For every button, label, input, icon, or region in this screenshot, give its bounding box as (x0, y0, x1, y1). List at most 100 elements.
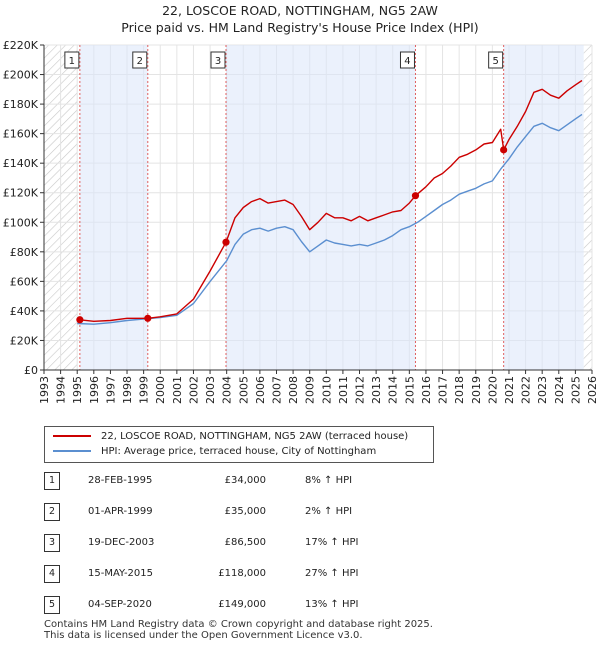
sale-number-label: 1 (69, 56, 75, 67)
sale-number-box (399, 51, 415, 69)
y-tick-label: £160K (3, 128, 39, 141)
footer: Contains HM Land Registry data © Crown c… (44, 619, 433, 641)
x-tick-label: 2005 (237, 376, 250, 404)
hatch-region-end (583, 45, 592, 370)
sale-point (76, 316, 84, 324)
sale-number: 1 (44, 472, 60, 490)
sale-number-box (132, 51, 148, 69)
sale-hpi: 27% ↑ HPI (305, 568, 359, 579)
title-line-2: Price paid vs. HM Land Registry's House … (121, 20, 479, 35)
x-tick-label: 2012 (354, 376, 367, 404)
sale-point (144, 314, 152, 322)
x-tick-label: 2020 (486, 376, 499, 404)
sale-price: £35,000 (224, 506, 266, 517)
x-tick-label: 1998 (121, 376, 134, 404)
y-tick-label: £200K (3, 69, 39, 82)
legend-label-hpi: HPI: Average price, terraced house, City… (101, 446, 377, 457)
chart-title: 22, LOSCOE ROAD, NOTTINGHAM, NG5 2AW Pri… (0, 2, 600, 36)
x-tick-label: 2014 (387, 376, 400, 404)
series-line (79, 79, 583, 322)
y-tick-label: £20K (10, 334, 39, 347)
sale-price: £118,000 (218, 568, 266, 579)
y-tick-label: £220K (3, 39, 39, 52)
price-chart: 1 2 3 4 5 £0 £20K £40K £60K £80K £100K £120K £140K £… (3, 39, 599, 404)
x-tick-label: 2008 (287, 376, 300, 404)
table-row: 1 28-FEB-1995 £34,000 8% ↑ HPI (0, 469, 600, 493)
legend-swatch-hpi (53, 450, 91, 452)
y-tick-label: £0 (24, 364, 38, 377)
x-tick-label: 2002 (187, 376, 200, 404)
sale-number: 2 (44, 503, 60, 521)
sale-number: 4 (44, 565, 60, 583)
x-tick-label: 2021 (503, 376, 516, 404)
ownership-period (79, 45, 148, 370)
x-tick-label: 2003 (204, 376, 217, 404)
ownership-period (226, 45, 416, 370)
sale-number-label: 4 (404, 56, 410, 67)
x-tick-label: 2004 (221, 376, 234, 404)
sale-date: 28-FEB-1995 (88, 475, 153, 486)
sale-date: 15-MAY-2015 (88, 568, 154, 579)
sale-number-label: 5 (492, 56, 498, 67)
y-tick-label: £80K (10, 246, 39, 259)
x-tick-label: 2024 (553, 376, 566, 404)
x-tick-label: 2026 (586, 376, 599, 404)
x-tick-label: 1993 (38, 376, 51, 404)
sale-point (411, 192, 420, 200)
x-tick-label: 2023 (536, 376, 549, 404)
x-tick-label: 1999 (138, 376, 151, 404)
sale-hpi: 2% ↑ HPI (305, 506, 353, 517)
sale-price: £86,500 (224, 537, 266, 548)
x-tick-label: 2013 (370, 376, 383, 404)
sale-price: £34,000 (224, 475, 266, 486)
table-row: 3 19-DEC-2003 £86,500 17% ↑ HPI (0, 531, 600, 555)
legend: 22, LOSCOE ROAD, NOTTINGHAM, NG5 2AW (te… (44, 426, 434, 463)
series-line (77, 113, 583, 325)
y-tick-label: £60K (10, 275, 39, 288)
x-tick-label: 2006 (254, 376, 267, 404)
legend-swatch-property (53, 435, 91, 437)
x-tick-label: 2001 (171, 376, 184, 404)
x-tick-label: 1994 (55, 376, 68, 404)
x-tick-label: 2016 (420, 376, 433, 404)
x-tick-label: 2015 (403, 376, 416, 404)
legend-label-property: 22, LOSCOE ROAD, NOTTINGHAM, NG5 2AW (te… (101, 431, 409, 442)
x-tick-label: 2009 (304, 376, 317, 404)
legend-item-hpi: HPI: Average price, terraced house, City… (53, 445, 376, 459)
sale-price: £149,000 (218, 599, 266, 610)
x-tick-label: 2025 (569, 376, 582, 404)
title-line-1: 22, LOSCOE ROAD, NOTTINGHAM, NG5 2AW (162, 3, 438, 18)
y-tick-label: £40K (10, 305, 39, 318)
sale-number-box (64, 51, 80, 69)
table-row: 5 04-SEP-2020 £149,000 13% ↑ HPI (0, 593, 600, 617)
legend-item-property: 22, LOSCOE ROAD, NOTTINGHAM, NG5 2AW (te… (53, 430, 408, 444)
table-row: 4 15-MAY-2015 £118,000 27% ↑ HPI (0, 562, 600, 586)
sale-date: 04-SEP-2020 (88, 599, 152, 610)
sale-number: 5 (44, 596, 60, 614)
table-row: 2 01-APR-1999 £35,000 2% ↑ HPI (0, 500, 600, 524)
x-tick-label: 2011 (337, 376, 350, 404)
sale-date: 01-APR-1999 (88, 506, 153, 517)
x-tick-label: 2019 (470, 376, 483, 404)
footer-line-1: Contains HM Land Registry data © Crown c… (44, 619, 433, 630)
sale-hpi: 8% ↑ HPI (305, 475, 353, 486)
sale-number: 3 (44, 534, 60, 552)
y-tick-label: £180K (3, 98, 39, 111)
sale-hpi: 17% ↑ HPI (305, 537, 359, 548)
sale-number-label: 2 (137, 56, 143, 67)
sale-hpi: 13% ↑ HPI (305, 599, 359, 610)
x-tick-label: 2000 (154, 376, 167, 404)
sale-number-label: 3 (215, 56, 221, 67)
sale-point (500, 146, 508, 154)
x-tick-label: 1995 (71, 376, 84, 404)
x-tick-label: 1996 (88, 376, 101, 404)
sale-point (222, 238, 230, 246)
sale-number-box (488, 51, 504, 69)
sale-date: 19-DEC-2003 (88, 537, 155, 548)
y-tick-label: £140K (3, 157, 39, 170)
x-tick-label: 2022 (520, 376, 533, 404)
x-tick-label: 2017 (437, 376, 450, 404)
x-tick-label: 2018 (453, 376, 466, 404)
y-tick-label: £100K (3, 216, 39, 229)
x-tick-label: 2007 (270, 376, 283, 404)
